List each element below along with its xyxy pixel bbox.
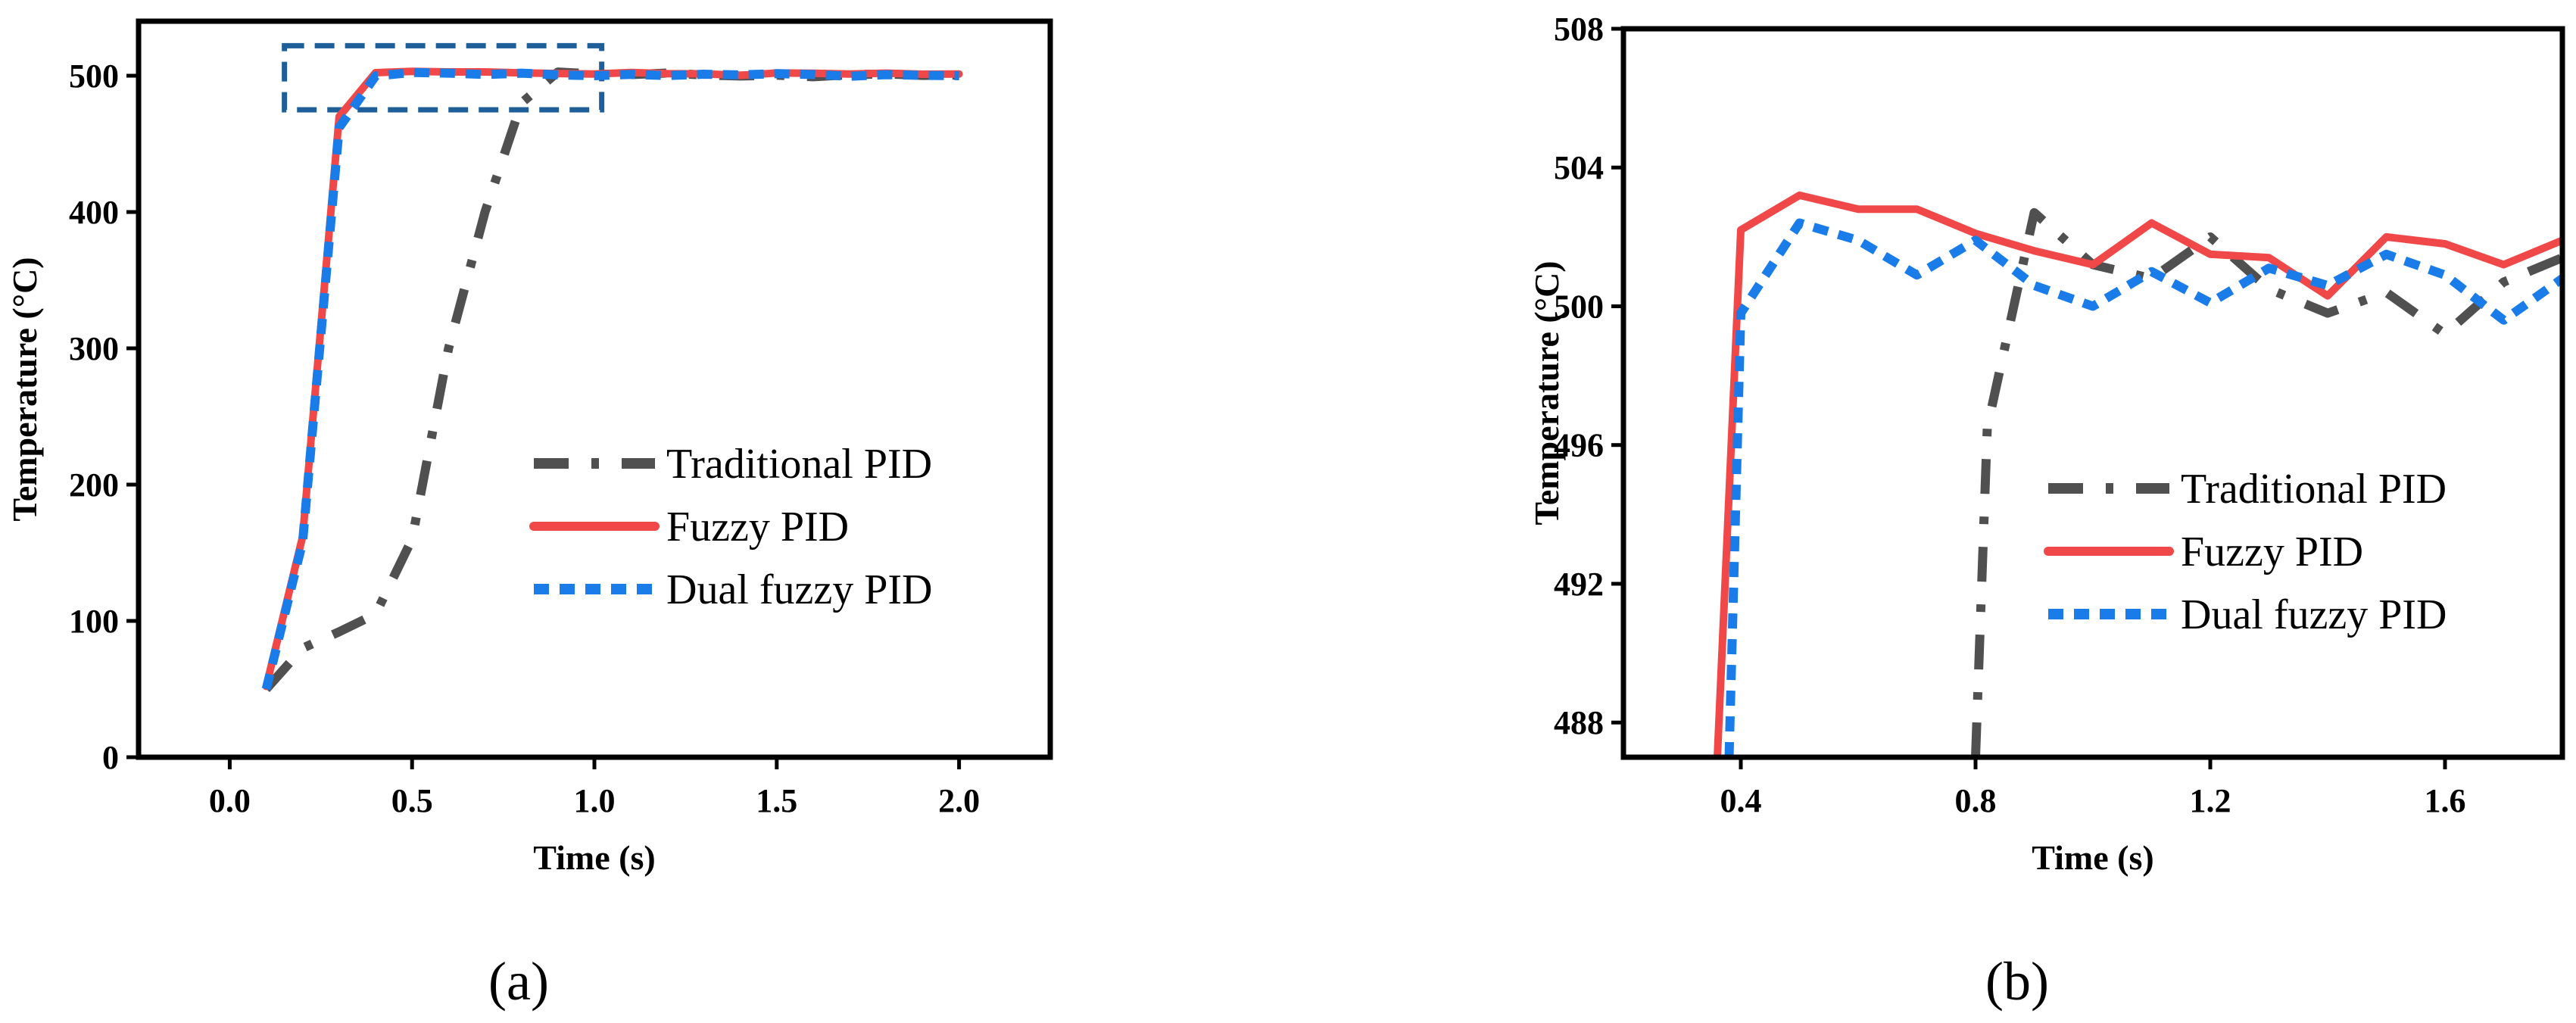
legend: Traditional PID Fuzzy PID Dual fuzzy PID — [529, 441, 932, 613]
y-axis-label: Temperature (°C) — [5, 257, 44, 521]
x-tick-label: 0.8 — [1955, 782, 1997, 819]
panel-label: (b) — [1985, 951, 2049, 1012]
y-tick-label: 100 — [69, 603, 119, 640]
series-line-fuzzy-pid — [1714, 191, 2562, 757]
y-tick-label: 496 — [1554, 427, 1604, 464]
plot-frame — [1620, 26, 2565, 760]
panel-label: (a) — [488, 951, 549, 1012]
series-line-fuzzy-pid — [262, 67, 963, 691]
series-line-traditional-pid — [263, 67, 959, 692]
x-axis-label: Time (s) — [2032, 838, 2153, 877]
plot-series-group — [1714, 191, 2562, 757]
y-tick-label: 492 — [1554, 566, 1604, 603]
y-tick-label: 488 — [1554, 704, 1604, 741]
x-tick-label: 1.5 — [756, 782, 797, 819]
y-tick-label: 508 — [1554, 11, 1604, 48]
y-tick-label: 200 — [69, 466, 119, 504]
legend-label-dual-fuzzy-pid: Dual fuzzy PID — [666, 566, 932, 613]
chart-panel-a: 0.0 0.5 1.0 1.5 2.0 0 100 200 300 400 500 Time (s) T… — [5, 18, 1053, 1012]
y-tick-label: 300 — [69, 330, 119, 367]
legend-label-fuzzy-pid: Fuzzy PID — [666, 504, 849, 550]
chart-panel-b: 0.4 0.8 1.2 1.6 488 492 496 500 504 508 Time (s) Te… — [1527, 11, 2565, 1012]
x-tick-label: 0.4 — [1720, 782, 1762, 819]
y-tick-label: 0 — [102, 739, 119, 776]
x-tick-label: 0.0 — [209, 782, 251, 819]
y-tick-label: 500 — [69, 58, 119, 95]
y-tick-label: 400 — [69, 194, 119, 231]
x-tick-label: 1.6 — [2425, 782, 2466, 819]
x-tick-label: 1.2 — [2190, 782, 2231, 819]
y-tick-label: 500 — [1554, 288, 1604, 325]
legend-label-traditional-pid: Traditional PID — [2181, 466, 2447, 513]
x-tick-label: 2.0 — [938, 782, 980, 819]
x-tick-label: 0.5 — [391, 782, 433, 819]
plot-series-group — [261, 67, 963, 692]
y-axis-label: Temperature (°C) — [1527, 260, 1566, 525]
x-axis-label: Time (s) — [533, 838, 655, 877]
y-tick-label: 504 — [1554, 149, 1604, 186]
legend-label-traditional-pid: Traditional PID — [666, 441, 932, 488]
legend-label-dual-fuzzy-pid: Dual fuzzy PID — [2181, 591, 2447, 638]
legend-label-fuzzy-pid: Fuzzy PID — [2181, 529, 2363, 575]
x-tick-label: 1.0 — [574, 782, 616, 819]
legend: Traditional PID Fuzzy PID Dual fuzzy PID — [2044, 466, 2447, 638]
series-line-traditional-pid — [1971, 207, 2562, 757]
series-line-dual-fuzzy-pid — [1724, 218, 2562, 757]
